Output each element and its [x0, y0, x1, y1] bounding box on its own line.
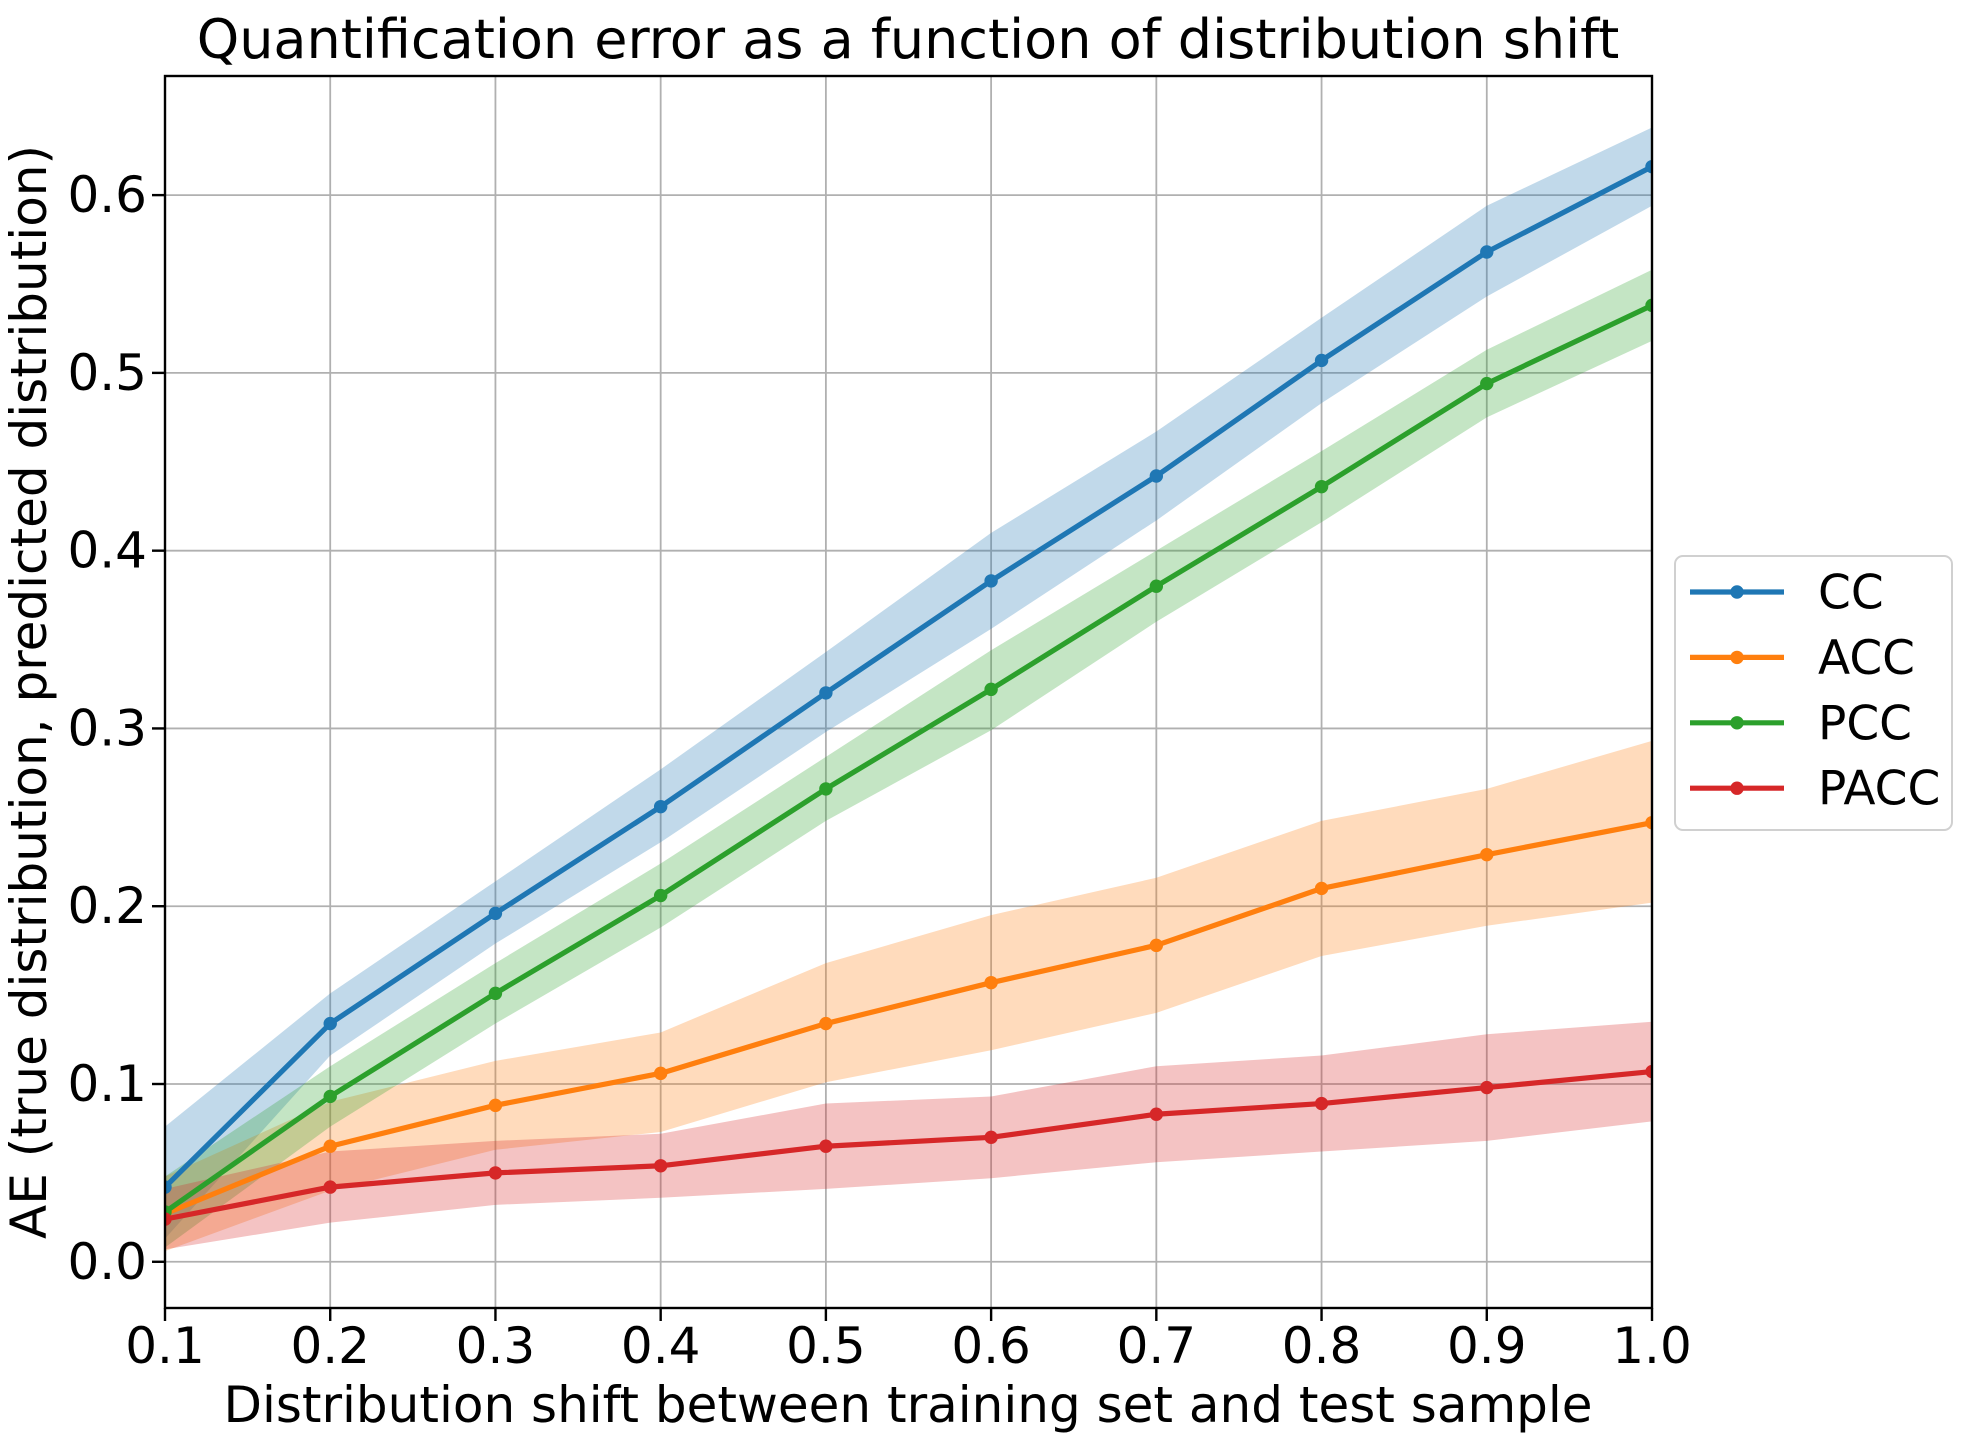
series-line-ACC: [165, 820, 1652, 1217]
data-point-PCC-1: [1645, 298, 1652, 313]
y-tick-label-0.2: 0.2: [67, 877, 147, 935]
data-point-ACC-0.2: [323, 1139, 337, 1153]
data-point-ACC-0.3: [488, 1098, 503, 1113]
data-point-CC-0.1: [165, 1180, 172, 1194]
y-tick-label-0.4: 0.4: [67, 522, 147, 580]
data-point-PACC-0.5: [819, 1139, 833, 1153]
data-point-CC-0.2: [323, 1016, 337, 1031]
y-tick-label-0.1: 0.1: [67, 1055, 147, 1113]
x-tick-label-0.9: 0.9: [1447, 1317, 1527, 1375]
data-point-PCC-0.9: [1480, 376, 1494, 391]
data-point-PACC-0.3: [488, 1166, 503, 1180]
data-point-ACC-0.9: [1480, 847, 1494, 862]
legend-marker-CC: [1730, 585, 1744, 599]
data-point-ACC-0.5: [819, 1016, 833, 1031]
series-line-PCC: [165, 302, 1652, 1215]
legend-label-CC: CC: [1818, 566, 1884, 621]
data-point-PCC-0.4: [653, 888, 668, 903]
data-point-CC-0.9: [1480, 245, 1494, 259]
axis-spines: [163, 74, 1654, 1310]
data-point-CC-0.6: [984, 574, 998, 588]
data-point-CC-0.3: [488, 906, 503, 921]
series-line-PACC: [165, 1068, 1652, 1222]
data-point-PACC-0.4: [653, 1159, 668, 1173]
data-layer: [165, 127, 1652, 1252]
data-point-PACC-0.1: [165, 1212, 172, 1226]
data-point-PCC-0.5: [819, 782, 833, 796]
x-axis-label: Distribution shift between training set …: [223, 1376, 1592, 1434]
legend-box: [1674, 555, 1953, 831]
data-point-CC-1: [1645, 159, 1652, 174]
legend-marker-ACC: [1730, 650, 1744, 665]
y-tick-label-0.6: 0.6: [67, 166, 147, 224]
x-tick-label-0.3: 0.3: [456, 1317, 536, 1375]
x-tick-label-0.1: 0.1: [125, 1317, 205, 1375]
data-point-PACC-0.8: [1314, 1096, 1329, 1111]
data-point-ACC-1: [1645, 815, 1652, 830]
data-point-CC-0.8: [1314, 353, 1329, 368]
x-tick-label-0.7: 0.7: [1117, 1317, 1197, 1375]
data-point-PACC-0.7: [1149, 1107, 1164, 1121]
legend-item-PCC: PCC: [1690, 696, 1912, 751]
legend-marker-PACC: [1730, 781, 1744, 795]
legend-marker-PCC: [1730, 716, 1744, 730]
confidence-band-CC: [165, 127, 1652, 1239]
data-point-PACC-0.2: [323, 1180, 337, 1194]
y-tick-label-0: 0.0: [67, 1233, 147, 1291]
legend-label-PCC: PCC: [1818, 696, 1912, 751]
legend-item-PACC: PACC: [1690, 762, 1940, 817]
data-point-PCC-0.6: [984, 682, 998, 697]
x-tick-label-0.5: 0.5: [786, 1317, 866, 1375]
legend-item-ACC: ACC: [1690, 631, 1915, 686]
confidence-band-ACC: [165, 740, 1652, 1252]
y-axis-label: AE (true distribution, predicted distrib…: [0, 145, 58, 1239]
confidence-band-PACC: [165, 1021, 1652, 1250]
data-point-ACC-0.6: [984, 975, 998, 990]
legend-item-CC: CC: [1690, 566, 1884, 621]
data-point-PACC-0.6: [984, 1130, 998, 1145]
series-line-CC: [165, 164, 1652, 1190]
legend-label-PACC: PACC: [1818, 762, 1940, 817]
y-tick-label-0.5: 0.5: [67, 344, 147, 402]
plot-area: [165, 76, 1652, 1308]
data-point-ACC-0.7: [1149, 938, 1164, 953]
data-point-CC-0.4: [653, 799, 668, 814]
x-tick-label-0.6: 0.6: [951, 1317, 1031, 1375]
x-tick-label-0.4: 0.4: [621, 1317, 701, 1375]
data-point-PCC-0.2: [323, 1089, 337, 1104]
data-point-PCC-0.3: [488, 986, 503, 1001]
x-tick-label-1: 1.0: [1612, 1317, 1692, 1375]
x-tick-label-0.8: 0.8: [1282, 1317, 1362, 1375]
chart-title: Quantification error as a function of di…: [197, 8, 1620, 71]
data-point-PCC-0.8: [1314, 479, 1329, 494]
data-point-ACC-0.8: [1314, 881, 1329, 896]
x-tick-label-0.2: 0.2: [290, 1317, 370, 1375]
data-point-PCC-0.7: [1149, 579, 1164, 593]
data-point-CC-0.7: [1149, 469, 1164, 483]
y-tick-label-0.3: 0.3: [67, 699, 147, 757]
legend-label-ACC: ACC: [1818, 631, 1915, 686]
data-point-PACC-0.9: [1480, 1080, 1494, 1095]
data-point-CC-0.5: [819, 686, 833, 700]
data-point-ACC-0.4: [653, 1066, 668, 1081]
data-point-PACC-1: [1645, 1064, 1652, 1079]
